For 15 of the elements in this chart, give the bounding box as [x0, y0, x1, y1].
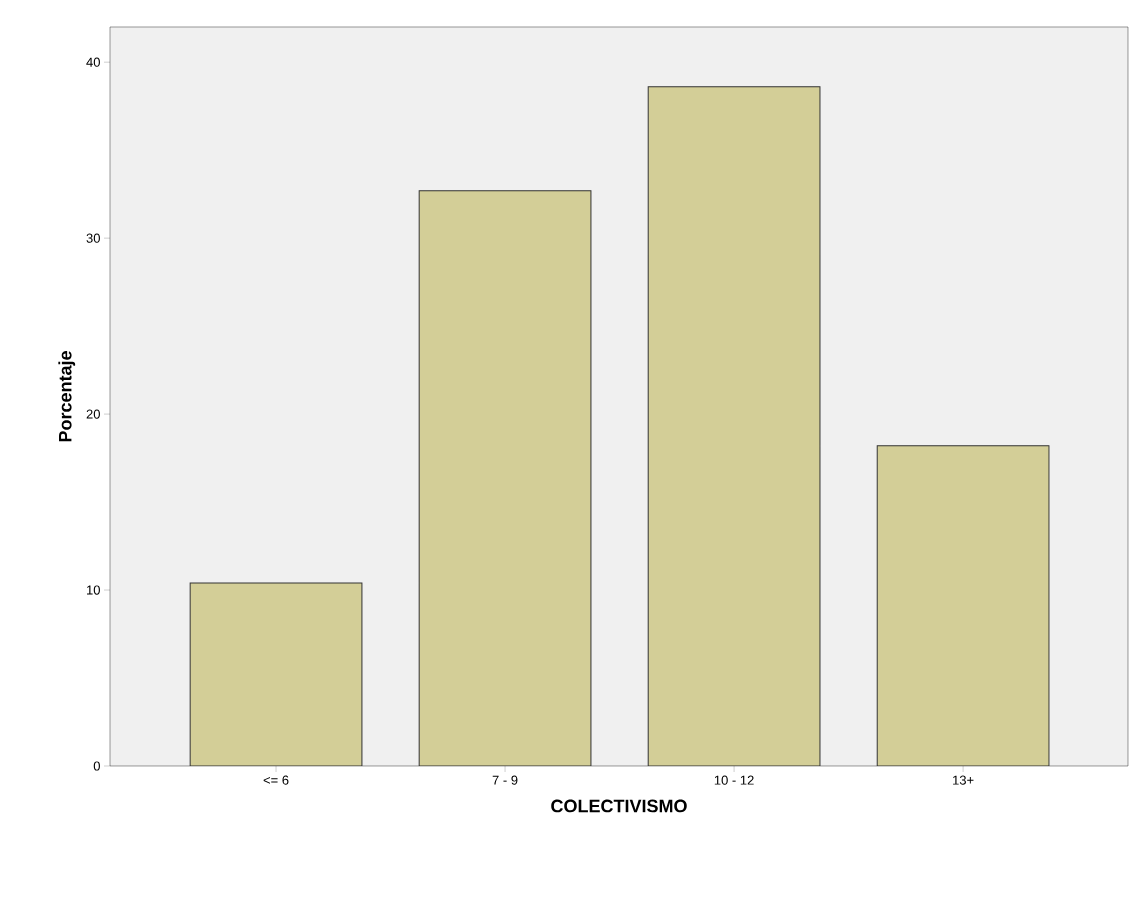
x-tick-label: 7 - 9 — [492, 775, 518, 785]
y-tick-label: 30 — [86, 233, 100, 243]
x-tick-label: <= 6 — [263, 775, 289, 785]
bar — [647, 86, 821, 766]
y-axis-title: Porcentaje — [58, 351, 76, 442]
x-tick-label: 10 - 12 — [714, 775, 754, 785]
y-tick-label: 40 — [86, 57, 100, 67]
x-tick-label: 13+ — [953, 775, 974, 785]
y-tick-label: 20 — [86, 409, 100, 419]
bar — [876, 445, 1050, 766]
y-tick-label: 0 — [93, 761, 100, 771]
x-axis-title: COLECTIVISMO — [551, 799, 687, 813]
bar — [419, 190, 591, 766]
bar — [189, 582, 363, 766]
y-tick-label: 10 — [87, 585, 100, 595]
